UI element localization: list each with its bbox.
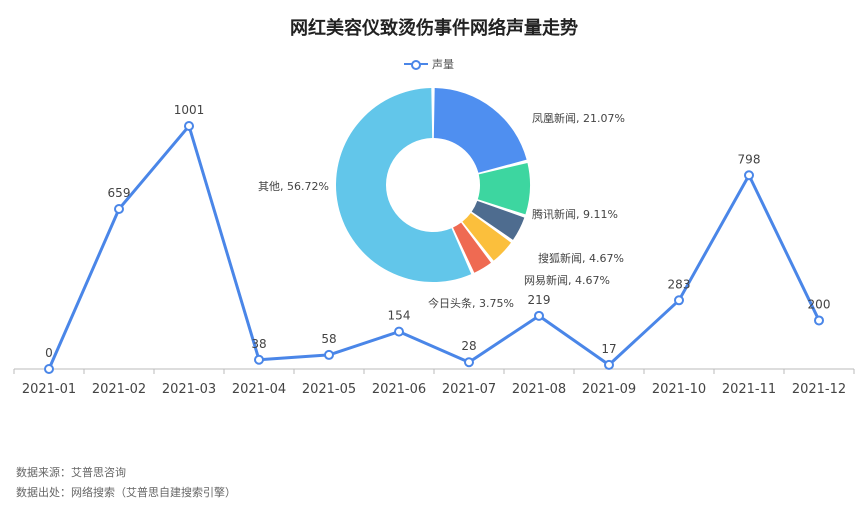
x-tick-label: 2021-07 [442,382,496,397]
data-point [464,357,474,368]
x-tick-label: 2021-01 [22,382,76,397]
x-tick-label: 2021-03 [162,382,216,397]
x-tick-label: 2021-09 [582,382,636,397]
data-label: 17 [601,342,616,356]
data-label: 58 [321,332,336,346]
data-point [534,310,544,321]
pie-slice-label: 腾讯新闻, 9.11% [532,207,618,221]
data-point [394,326,404,337]
x-tick-label: 2021-02 [92,382,146,397]
data-point [674,295,684,306]
pie-slice [433,88,527,173]
data-point [324,349,334,360]
x-tick-label: 2021-06 [372,382,426,397]
data-label: 798 [738,152,761,166]
pie-slice [471,200,525,240]
pie-slice-label: 其他, 56.72% [258,180,329,193]
data-label: 219 [528,293,551,307]
pie-slice-label: 网易新闻, 4.67% [524,273,610,287]
data-point [114,204,124,215]
pie-slice [477,162,530,215]
data-point [184,121,194,131]
x-tick-label: 2021-11 [722,382,776,397]
x-tick-label: 2021-05 [302,382,356,397]
data-label: 0 [45,346,53,360]
data-label: 154 [388,309,411,323]
x-tick-label: 2021-12 [792,382,846,397]
pie-slice [462,212,511,261]
x-tick-label: 2021-08 [512,382,566,397]
data-label: 283 [668,277,691,291]
data-point [814,315,824,326]
pie-slice [453,222,491,273]
data-source-note: 数据来源：艾普思咨询 [16,466,126,479]
data-label: 28 [461,339,476,353]
data-point [744,170,754,181]
legend-label: 声量 [432,58,454,71]
data-point [604,359,614,370]
pie-slice-label: 搜狐新闻, 4.67% [538,251,624,265]
x-tick-label: 2021-10 [652,382,706,397]
data-point [44,364,54,374]
chart-legend: 声量 [404,56,454,72]
data-label: 38 [251,337,266,351]
pie-slice-label: 今日头条, 3.75% [428,296,514,310]
data-origin-note: 数据出处：网络搜索（艾普思自建搜索引擎） [16,486,236,499]
data-point [254,354,264,365]
data-label: 200 [808,297,831,311]
legend-line-marker-icon [404,59,428,70]
data-label: 1001 [174,103,205,117]
pie-slice [335,88,472,282]
series-line [47,124,821,370]
chart-title: 网红美容仪致烫伤事件网络声量走势 [290,18,578,39]
data-label: 659 [108,186,131,200]
pie-slice-label: 凤凰新闻, 21.07% [532,111,625,125]
x-tick-label: 2021-04 [232,382,286,397]
